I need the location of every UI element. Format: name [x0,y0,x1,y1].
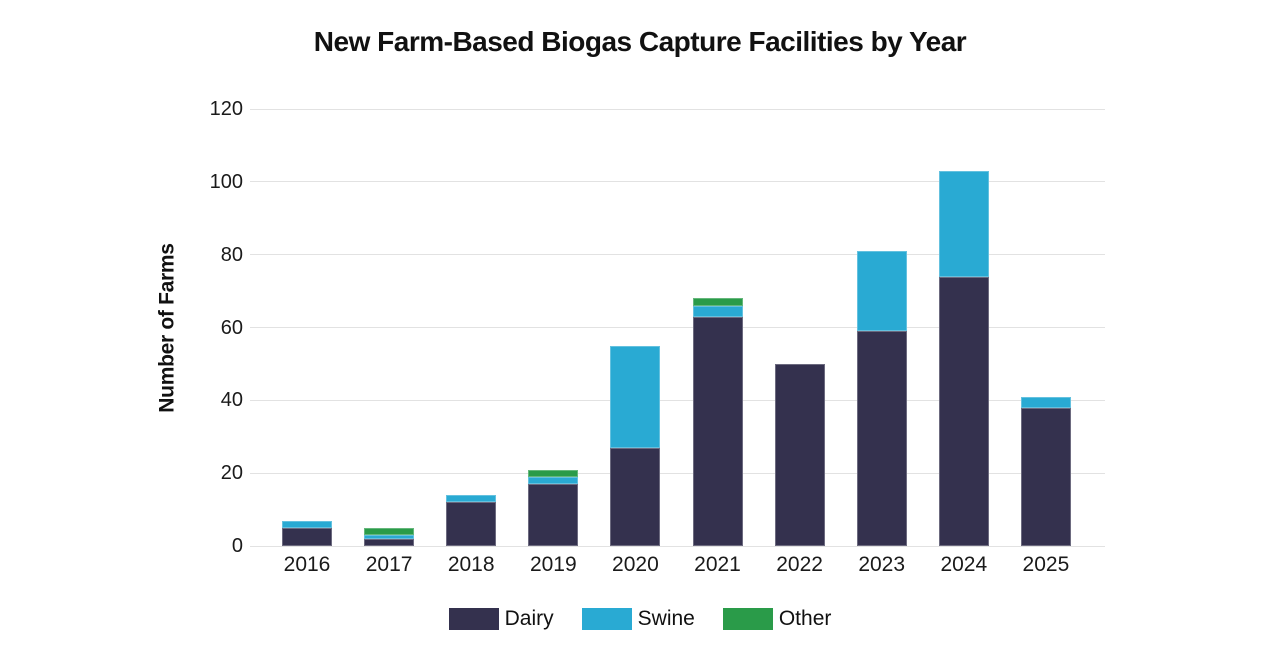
gridline-y-60 [250,327,1105,328]
bar-segment-dairy-2021 [692,316,743,546]
bar-segment-dairy-2024 [938,276,989,546]
legend-swatch-swine [581,608,632,630]
bar-segment-dairy-2016 [282,527,332,546]
x-tick-label-2016: 2016 [283,553,331,576]
gridline-y-20 [250,472,1105,474]
bar-segment-dairy-2020 [610,447,661,546]
gridline-y-100 [250,181,1105,183]
y-tick-label-100: 100 [209,170,243,193]
legend-swatch-dairy [448,608,499,630]
bar-segment-other-2019 [528,469,579,477]
bar-segment-swine-2017 [364,535,415,539]
legend-label-other: Other [778,607,832,630]
y-axis-title-text: Number of Farms [156,242,179,413]
bar-segment-dairy-2025 [1020,407,1071,546]
x-tick-label-2023: 2023 [858,553,906,576]
chart-title: New Farm-Based Biogas Capture Facilities… [313,26,967,57]
x-tick-label-2019: 2019 [529,553,577,576]
x-tick-label-2018: 2018 [447,553,495,576]
y-tick-label-60: 60 [220,316,243,339]
y-tick-label-0: 0 [231,535,243,557]
x-tick-label-2021: 2021 [694,553,741,576]
bar-segment-swine-2018 [446,495,497,503]
bar-segment-swine-2019 [528,476,579,485]
x-tick-label-2025: 2025 [1022,553,1070,576]
bar-segment-swine-2024 [938,170,989,277]
y-tick-label-20: 20 [220,462,243,485]
y-tick-label-40: 40 [220,389,243,412]
bar-segment-dairy-2019 [528,484,579,546]
bar-segment-other-2017 [364,527,415,536]
y-axis-title: Number of Farms [148,109,188,546]
bar-segment-dairy-2023 [856,331,907,546]
gridline-y-40 [250,399,1105,401]
bar-segment-dairy-2022 [774,363,825,546]
x-tick-label-2020: 2020 [612,553,659,576]
y-tick-label-120: 120 [209,98,243,120]
gridline-y-80 [250,254,1105,256]
x-tick-label-2024: 2024 [940,553,988,576]
bar-segment-dairy-2018 [446,502,497,546]
bar-segment-other-2021 [692,298,743,306]
legend-label-swine: Swine [637,607,695,630]
x-tick-label-2017: 2017 [365,553,413,576]
legend-swatch-other [722,608,773,630]
legend-item-other: Other [722,607,832,631]
legend-label-dairy: Dairy [504,607,554,630]
bar-segment-swine-2020 [610,345,661,448]
legend: Dairy Swine Other [0,604,1280,634]
bar-segment-dairy-2017 [364,538,415,546]
bar-segment-swine-2016 [282,520,332,528]
gridline-y-0 [250,545,1105,547]
bar-segment-swine-2023 [856,251,907,332]
legend-item-dairy: Dairy [448,607,554,631]
y-tick-label-80: 80 [220,243,243,266]
x-tick-label-2022: 2022 [776,553,823,576]
legend-item-swine: Swine [581,607,695,631]
plot-area: 0 20 40 60 80 100 120 2016 2017 2018 2019 2020 2021 2… [210,99,1105,576]
bar-segment-swine-2025 [1020,396,1071,408]
gridline-y-120 [250,108,1105,110]
bar-segment-swine-2021 [692,305,743,317]
